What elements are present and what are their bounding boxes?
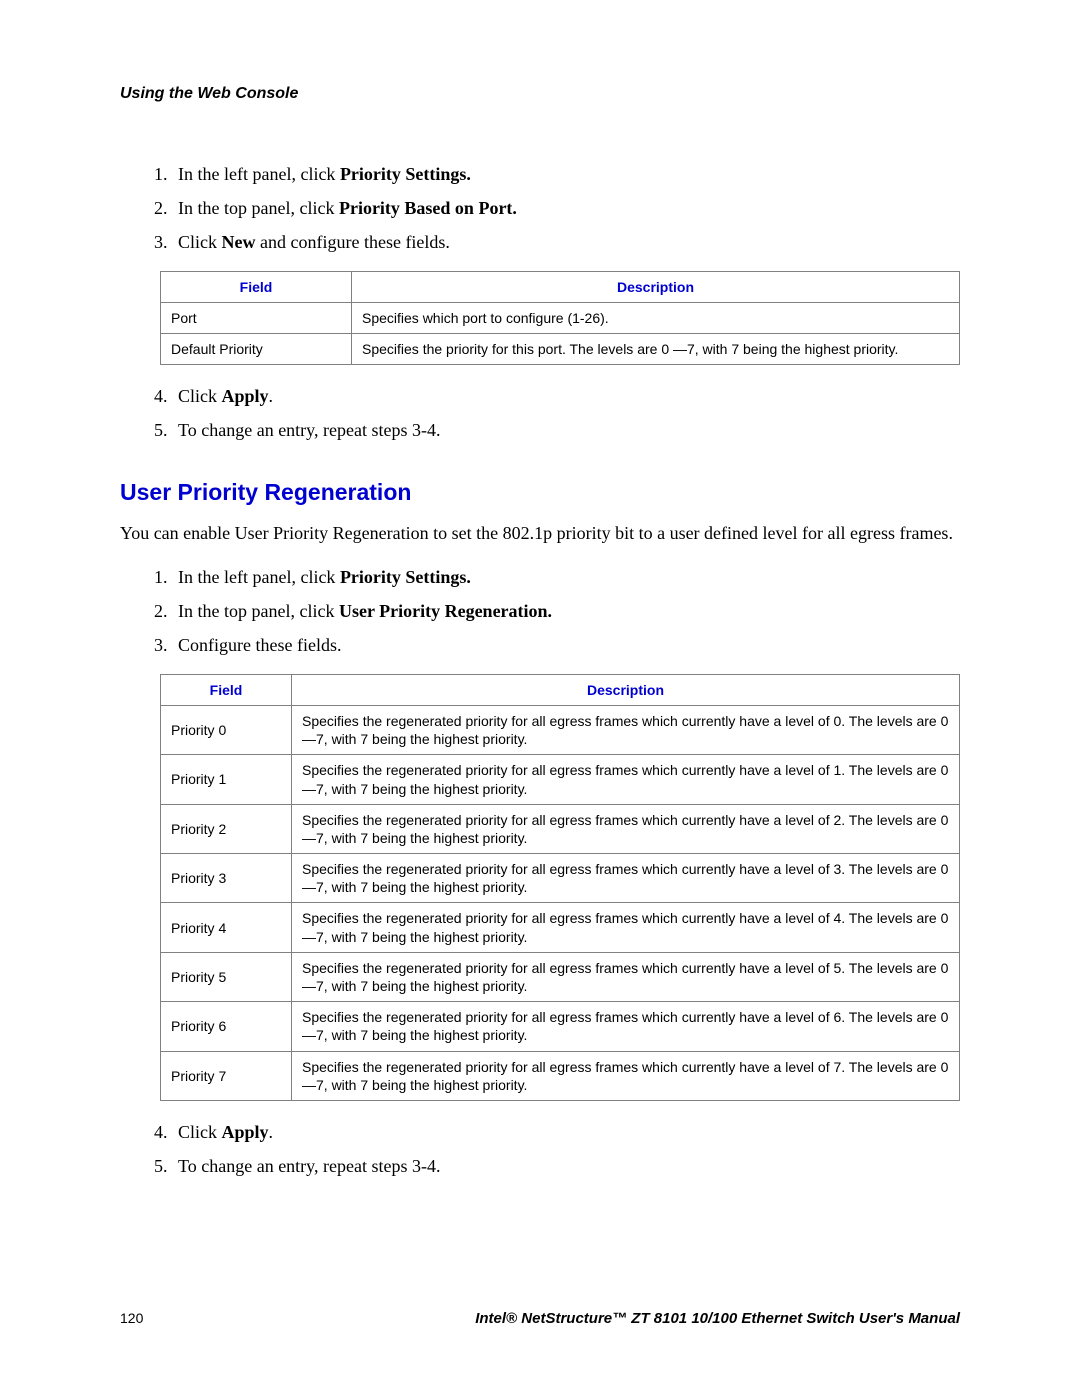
table1-wrap: Field Description Port Specifies which p… bbox=[160, 271, 960, 366]
cell-field: Priority 6 bbox=[161, 1002, 292, 1051]
steps-list-b: Click Apply. To change an entry, repeat … bbox=[150, 383, 960, 445]
footer-title: Intel® NetStructure™ ZT 8101 10/100 Ethe… bbox=[475, 1310, 960, 1327]
step-bold: Priority Settings. bbox=[340, 567, 471, 587]
cell-desc: Specifies the regenerated priority for a… bbox=[292, 1002, 960, 1051]
step-text: In the top panel, click bbox=[178, 198, 339, 218]
step-text: Click bbox=[178, 386, 222, 406]
step-item: Click Apply. bbox=[172, 383, 960, 411]
step-text: Configure these fields. bbox=[178, 635, 341, 655]
cell-field: Priority 3 bbox=[161, 854, 292, 903]
step-item: Configure these fields. bbox=[172, 632, 960, 660]
step-item: Click Apply. bbox=[172, 1119, 960, 1147]
cell-field: Priority 2 bbox=[161, 804, 292, 853]
step-bold: Priority Settings. bbox=[340, 164, 471, 184]
step-bold: Priority Based on Port. bbox=[339, 198, 517, 218]
field-description-table-1: Field Description Port Specifies which p… bbox=[160, 271, 960, 366]
step-item: In the top panel, click User Priority Re… bbox=[172, 598, 960, 626]
table-row: Default Priority Specifies the priority … bbox=[161, 334, 960, 365]
cell-desc: Specifies the regenerated priority for a… bbox=[292, 1051, 960, 1100]
steps-list-c: In the left panel, click Priority Settin… bbox=[150, 564, 960, 660]
step-text: . bbox=[269, 386, 274, 406]
step-text: To change an entry, repeat steps 3-4. bbox=[178, 420, 440, 440]
running-head: Using the Web Console bbox=[120, 85, 960, 103]
cell-field: Priority 5 bbox=[161, 952, 292, 1001]
cell-desc: Specifies the regenerated priority for a… bbox=[292, 705, 960, 754]
cell-field: Priority 1 bbox=[161, 755, 292, 804]
cell-field: Priority 7 bbox=[161, 1051, 292, 1100]
step-text: Click bbox=[178, 232, 222, 252]
th-description: Description bbox=[292, 674, 960, 705]
cell-field: Priority 0 bbox=[161, 705, 292, 754]
table-row: Priority 3Specifies the regenerated prio… bbox=[161, 854, 960, 903]
field-description-table-2: Field Description Priority 0Specifies th… bbox=[160, 674, 960, 1101]
table-row: Priority 5Specifies the regenerated prio… bbox=[161, 952, 960, 1001]
page-number: 120 bbox=[120, 1310, 143, 1326]
step-text: . bbox=[269, 1122, 274, 1142]
section-intro: You can enable User Priority Regeneratio… bbox=[120, 520, 960, 546]
table-header-row: Field Description bbox=[161, 271, 960, 302]
cell-field: Default Priority bbox=[161, 334, 352, 365]
section-heading: User Priority Regeneration bbox=[120, 479, 960, 506]
step-text: In the top panel, click bbox=[178, 601, 339, 621]
cell-desc: Specifies the priority for this port. Th… bbox=[352, 334, 960, 365]
step-item: In the left panel, click Priority Settin… bbox=[172, 564, 960, 592]
steps-list-d: Click Apply. To change an entry, repeat … bbox=[150, 1119, 960, 1181]
cell-desc: Specifies the regenerated priority for a… bbox=[292, 903, 960, 952]
table-row: Priority 6Specifies the regenerated prio… bbox=[161, 1002, 960, 1051]
step-text: To change an entry, repeat steps 3-4. bbox=[178, 1156, 440, 1176]
step-bold: New bbox=[222, 232, 256, 252]
cell-desc: Specifies which port to configure (1-26)… bbox=[352, 302, 960, 333]
table-row: Priority 2Specifies the regenerated prio… bbox=[161, 804, 960, 853]
page-footer: 120 Intel® NetStructure™ ZT 8101 10/100 … bbox=[120, 1310, 960, 1327]
step-bold: User Priority Regeneration. bbox=[339, 601, 552, 621]
th-field: Field bbox=[161, 674, 292, 705]
cell-desc: Specifies the regenerated priority for a… bbox=[292, 952, 960, 1001]
table-row: Priority 1Specifies the regenerated prio… bbox=[161, 755, 960, 804]
cell-desc: Specifies the regenerated priority for a… bbox=[292, 755, 960, 804]
th-field: Field bbox=[161, 271, 352, 302]
th-description: Description bbox=[352, 271, 960, 302]
table-row: Priority 4Specifies the regenerated prio… bbox=[161, 903, 960, 952]
table-row: Priority 7Specifies the regenerated prio… bbox=[161, 1051, 960, 1100]
page-content: Using the Web Console In the left panel,… bbox=[0, 0, 1080, 1181]
step-text: In the left panel, click bbox=[178, 164, 340, 184]
table-header-row: Field Description bbox=[161, 674, 960, 705]
step-text: In the left panel, click bbox=[178, 567, 340, 587]
step-item: To change an entry, repeat steps 3-4. bbox=[172, 417, 960, 445]
steps-list-a: In the left panel, click Priority Settin… bbox=[150, 161, 960, 257]
step-text: and configure these fields. bbox=[256, 232, 450, 252]
step-item: Click New and configure these fields. bbox=[172, 229, 960, 257]
step-item: In the top panel, click Priority Based o… bbox=[172, 195, 960, 223]
table-row: Priority 0Specifies the regenerated prio… bbox=[161, 705, 960, 754]
step-item: In the left panel, click Priority Settin… bbox=[172, 161, 960, 189]
step-bold: Apply bbox=[222, 386, 269, 406]
table2-wrap: Field Description Priority 0Specifies th… bbox=[160, 674, 960, 1101]
step-item: To change an entry, repeat steps 3-4. bbox=[172, 1153, 960, 1181]
step-bold: Apply bbox=[222, 1122, 269, 1142]
cell-desc: Specifies the regenerated priority for a… bbox=[292, 804, 960, 853]
cell-field: Port bbox=[161, 302, 352, 333]
cell-desc: Specifies the regenerated priority for a… bbox=[292, 854, 960, 903]
step-text: Click bbox=[178, 1122, 222, 1142]
cell-field: Priority 4 bbox=[161, 903, 292, 952]
table-row: Port Specifies which port to configure (… bbox=[161, 302, 960, 333]
